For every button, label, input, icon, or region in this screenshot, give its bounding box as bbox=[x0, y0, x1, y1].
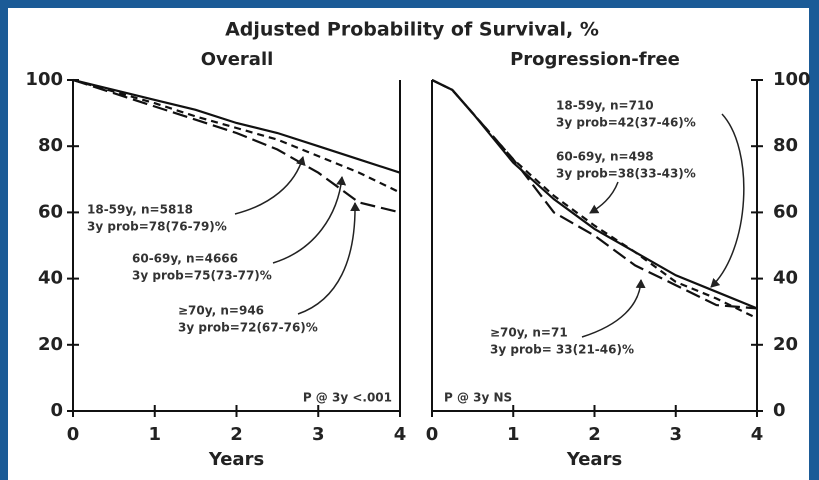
x-tick-label: 2 bbox=[588, 424, 601, 445]
background bbox=[8, 8, 809, 480]
p-note: P @ 3y <.001 bbox=[303, 391, 392, 405]
annotation-arrow bbox=[234, 156, 306, 215]
annotation: 3y prob=72(67-76)% bbox=[178, 321, 318, 335]
y-tick-label: 60 bbox=[38, 201, 63, 222]
x-tick-label: 1 bbox=[507, 424, 520, 445]
y-tick-label: 80 bbox=[773, 135, 798, 156]
y-tick-label: 40 bbox=[38, 268, 63, 289]
y-tick-label: 20 bbox=[773, 334, 798, 355]
p-note: P @ 3y NS bbox=[444, 391, 512, 405]
y-tick-label: 100 bbox=[25, 69, 63, 90]
survival-curve bbox=[72, 78, 401, 214]
x-tick-label: 3 bbox=[312, 424, 325, 445]
annotation: 18-59y, n=710 bbox=[556, 99, 654, 113]
annotation: 60-69y, n=4666 bbox=[132, 252, 238, 266]
survival-curve bbox=[72, 78, 401, 194]
annotation: 3y prob=75(73-77)% bbox=[132, 269, 272, 283]
x-tick-label: 0 bbox=[67, 424, 80, 445]
x-tick-label: 2 bbox=[230, 424, 243, 445]
survival-curve bbox=[431, 79, 758, 320]
annotation-arrow bbox=[297, 202, 361, 315]
y-tick-label: 100 bbox=[773, 69, 811, 90]
x-tick-label: 3 bbox=[669, 424, 682, 445]
annotation: 3y prob= 33(21-46)% bbox=[490, 343, 634, 357]
main-title: Adjusted Probability of Survival, % bbox=[225, 19, 599, 41]
annotation: ≥70y, n=946 bbox=[178, 304, 264, 318]
annotation-arrow bbox=[581, 279, 646, 338]
panel-title: Progression-free bbox=[510, 49, 680, 70]
y-tick-label: 0 bbox=[50, 400, 63, 421]
survival-curve bbox=[72, 78, 401, 174]
x-axis-label: Years bbox=[566, 449, 622, 470]
y-tick-label: 20 bbox=[38, 334, 63, 355]
annotation: ≥70y, n=71 bbox=[490, 326, 568, 340]
annotation-arrow bbox=[589, 181, 619, 214]
annotation-arrow bbox=[710, 113, 745, 288]
panel-title: Overall bbox=[201, 49, 274, 70]
annotation: 3y prob=38(33-43)% bbox=[556, 167, 696, 181]
y-tick-label: 40 bbox=[773, 268, 798, 289]
y-tick-label: 80 bbox=[38, 135, 63, 156]
x-tick-label: 1 bbox=[148, 424, 161, 445]
x-tick-label: 4 bbox=[751, 424, 764, 445]
x-tick-label: 0 bbox=[426, 424, 439, 445]
x-axis-label: Years bbox=[208, 449, 264, 470]
survival-curve bbox=[431, 79, 758, 310]
annotation-arrow bbox=[272, 176, 347, 264]
y-tick-label: 0 bbox=[773, 400, 786, 421]
annotation: 3y prob=78(76-79)% bbox=[87, 220, 227, 234]
x-tick-label: 4 bbox=[394, 424, 407, 445]
annotation: 3y prob=42(37-46)% bbox=[556, 116, 696, 130]
annotation: 60-69y, n=498 bbox=[556, 150, 654, 164]
annotation: 18-59y, n=5818 bbox=[87, 203, 193, 217]
y-tick-label: 60 bbox=[773, 201, 798, 222]
